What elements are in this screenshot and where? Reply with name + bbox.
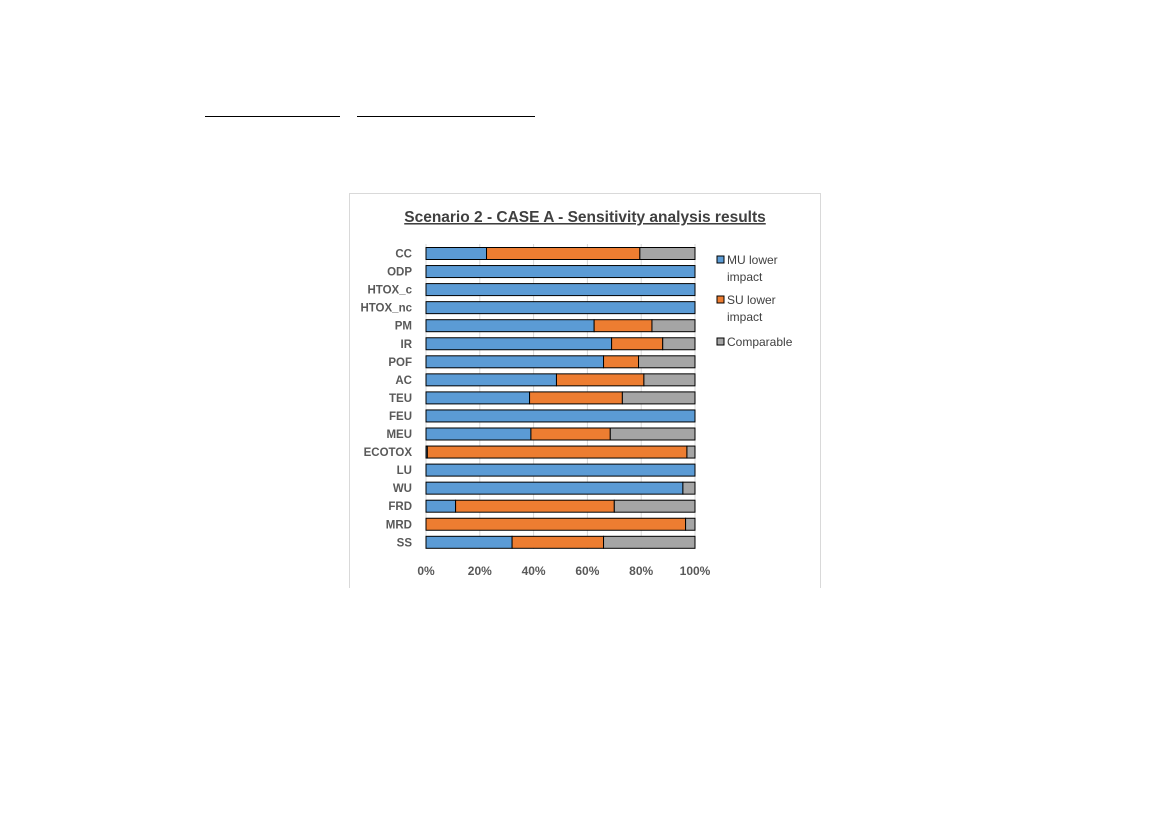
header-rule-left <box>205 116 340 117</box>
bar-segment <box>425 499 457 513</box>
category-label: IR <box>401 339 413 351</box>
bar-segment <box>603 355 640 369</box>
legend-label: SU lower impact <box>727 293 776 324</box>
bar-segment <box>425 391 531 405</box>
bar-segment <box>511 535 605 549</box>
category-label: MEU <box>386 429 412 441</box>
bar-segment <box>529 391 623 405</box>
bar-segment <box>613 499 696 513</box>
bar-segment <box>621 391 696 405</box>
bar-segment <box>486 247 641 260</box>
category-label: ECOTOX <box>364 447 413 459</box>
x-tick-label: 20% <box>468 564 492 578</box>
bar-segment <box>425 355 605 369</box>
bar-segment <box>426 445 688 459</box>
bar-segment <box>609 427 696 441</box>
bar-segment <box>425 409 696 423</box>
bar-segment <box>651 319 696 333</box>
bar-segment <box>611 337 664 351</box>
bar-segment <box>425 463 696 477</box>
x-tick-label: 100% <box>680 564 711 578</box>
bar-segment <box>425 247 488 260</box>
category-label: FEU <box>389 411 412 423</box>
bar-segment <box>555 373 645 387</box>
bar-segment <box>639 247 696 260</box>
category-label: WU <box>393 483 412 495</box>
category-label: AC <box>395 375 412 387</box>
x-tick-label: 80% <box>629 564 653 578</box>
category-label: LU <box>397 465 412 477</box>
legend-swatch <box>716 295 725 304</box>
bar-segment <box>603 535 696 549</box>
bar-segment <box>662 337 696 351</box>
bar-segment <box>425 535 513 549</box>
legend-label: MU lower impact <box>727 253 778 284</box>
bar-segment <box>425 301 696 315</box>
bar-segment <box>638 355 696 369</box>
bar-segment <box>686 445 696 459</box>
bar-segment <box>425 283 696 297</box>
category-label: FRD <box>388 501 412 513</box>
bar-segment <box>530 427 611 441</box>
bar-segment <box>455 499 615 513</box>
header-rule-right <box>357 116 535 117</box>
chart-frame: Scenario 2 - CASE A - Sensitivity analys… <box>349 193 821 588</box>
bar-segment <box>593 319 653 333</box>
category-label: HTOX_c <box>367 285 412 297</box>
category-label: CC <box>395 249 412 261</box>
bar-segment <box>425 517 687 531</box>
legend-label: Comparable <box>727 335 793 349</box>
legend-swatch <box>716 255 725 264</box>
bar-segment <box>425 265 696 279</box>
x-tick-labels: 0% 20% 40% 60% 80% 100% <box>417 564 710 578</box>
x-tick-label: 0% <box>417 564 435 578</box>
bar-segment <box>682 481 696 495</box>
stacked-bar-chart: Scenario 2 - CASE A - Sensitivity analys… <box>360 209 793 578</box>
category-label: POF <box>388 357 412 369</box>
bar-segment <box>425 427 532 441</box>
category-labels: CC ODP HTOX_c HTOX_nc PM IR POF AC TEU FEU MEU ECOT… <box>360 249 412 550</box>
category-label: ODP <box>387 267 412 279</box>
bars-layer <box>425 247 696 549</box>
category-label: HTOX_nc <box>360 303 412 315</box>
category-label: SS <box>397 537 413 549</box>
x-tick-label: 40% <box>522 564 546 578</box>
category-label: TEU <box>389 393 412 405</box>
category-label: MRD <box>386 519 412 531</box>
bar-segment <box>425 337 613 351</box>
legend-swatch <box>716 337 725 346</box>
bar-segment <box>425 319 595 333</box>
chart-title: Scenario 2 - CASE A - Sensitivity analys… <box>404 209 766 226</box>
x-tick-label: 60% <box>575 564 599 578</box>
bar-segment <box>685 517 696 531</box>
bar-segment <box>643 373 696 387</box>
bar-segment <box>425 373 557 387</box>
bar-segment <box>425 481 684 495</box>
category-label: PM <box>395 321 412 333</box>
legend: MU lower impact SU lower impact Comparable <box>716 253 793 349</box>
